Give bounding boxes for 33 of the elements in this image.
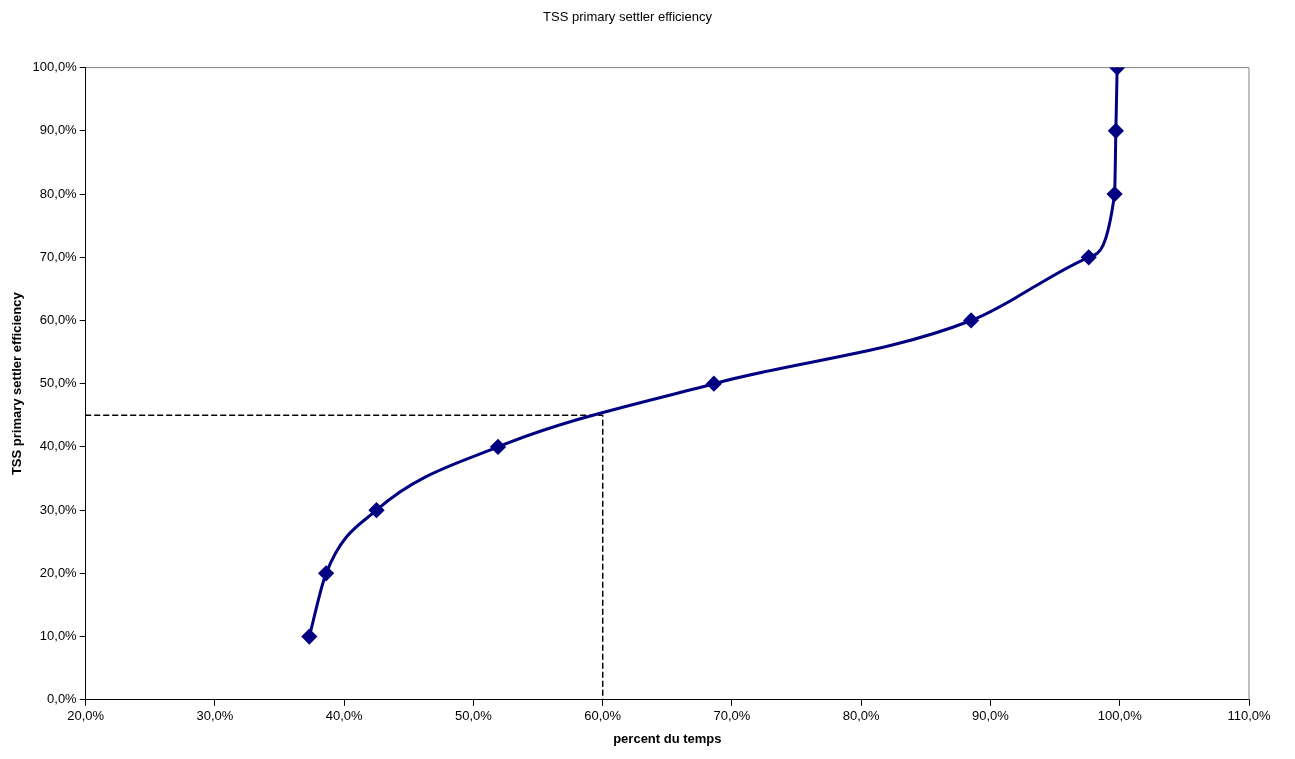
y-tick-label: 20,0%	[39, 564, 78, 580]
point	[1081, 249, 1097, 265]
y-tick-label: 30,0%	[39, 501, 78, 517]
y-tick-label: 100,0%	[32, 59, 78, 75]
y-tick-label: 80,0%	[39, 185, 78, 201]
y-tick-label: 60,0%	[39, 312, 78, 328]
point	[963, 312, 979, 328]
x-tick-label: 20,0%	[67, 708, 105, 724]
y-tick-label: 70,0%	[39, 248, 78, 264]
y-tick-label: 90,0%	[39, 122, 78, 138]
x-tick-label: 40,0%	[325, 708, 364, 724]
y-tick-label: 10,0%	[39, 628, 78, 644]
x-tick-label: 70,0%	[713, 708, 751, 724]
point	[1107, 186, 1123, 202]
point	[301, 629, 317, 645]
point	[1108, 123, 1124, 139]
x-tick-label: 100,0%	[1097, 708, 1143, 724]
x-tick-label: 90,0%	[972, 708, 1010, 724]
point	[706, 376, 722, 392]
chart-title: TSS primary settler efficiency	[543, 9, 713, 25]
point	[369, 502, 385, 518]
x-tick-label: 60,0%	[584, 708, 622, 724]
y-tick-label: 50,0%	[39, 375, 78, 391]
point	[318, 565, 334, 581]
y-tick-label: 40,0%	[39, 438, 78, 454]
x-tick-label: 80,0%	[842, 708, 881, 724]
point	[490, 439, 506, 455]
x-tick-label: 50,0%	[455, 708, 493, 724]
y-axis-title: TSS primary settler efficiency	[9, 291, 25, 476]
x-axis-title: percent du temps	[613, 730, 722, 746]
x-tick-label: 30,0%	[196, 708, 234, 724]
x-tick-label: 110,0%	[1227, 708, 1271, 724]
y-tick-label: 0,0%	[47, 691, 78, 707]
